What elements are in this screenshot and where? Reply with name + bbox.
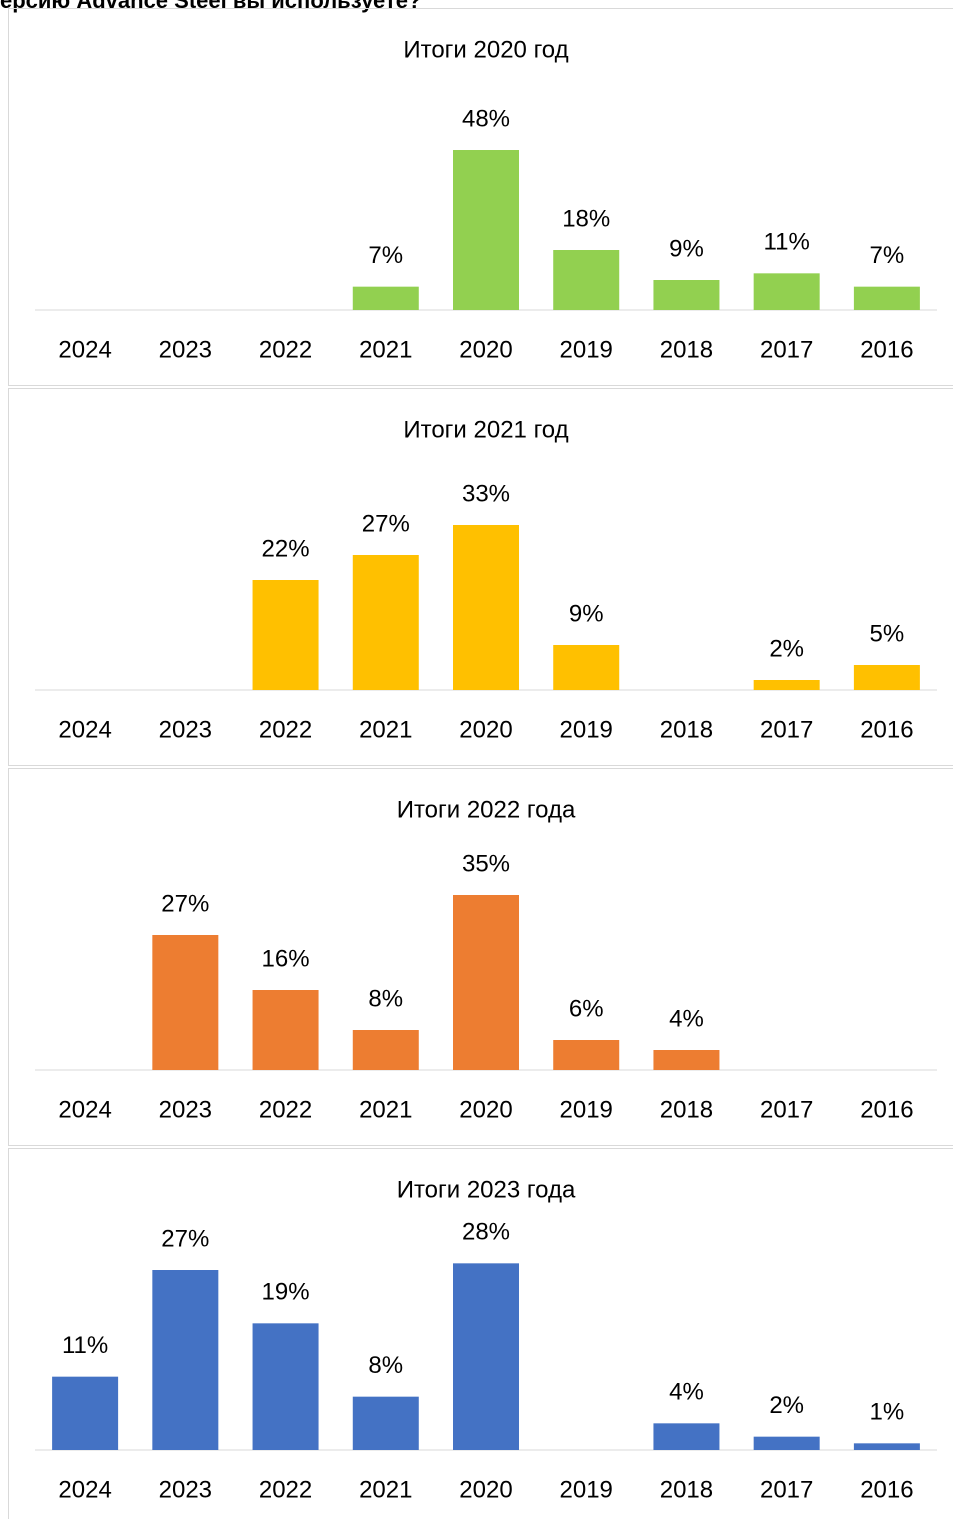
bar (753, 1436, 820, 1450)
x-tick-label: 2020 (459, 716, 512, 743)
x-tick-label: 2021 (359, 336, 412, 363)
bar (853, 665, 920, 690)
x-tick-label: 2024 (58, 1476, 111, 1503)
x-tick-label: 2024 (58, 716, 111, 743)
bar (453, 1263, 519, 1450)
bar (252, 580, 319, 690)
data-label: 1% (870, 1399, 905, 1426)
bar (653, 1050, 720, 1070)
data-label: 7% (368, 242, 403, 269)
data-label: 2% (769, 635, 804, 662)
bar (352, 1396, 419, 1450)
x-tick-label: 2019 (560, 336, 613, 363)
x-tick-label: 2017 (760, 716, 813, 743)
bar (453, 150, 519, 310)
x-tick-label: 2021 (359, 1096, 412, 1123)
data-label: 4% (669, 1005, 704, 1032)
data-label: 8% (368, 1352, 403, 1379)
x-tick-label: 2023 (159, 716, 212, 743)
data-label: 27% (161, 1225, 209, 1252)
data-label: 2% (769, 1392, 804, 1419)
data-label: 48% (462, 105, 510, 132)
x-tick-label: 2018 (660, 336, 713, 363)
x-tick-label: 2023 (159, 336, 212, 363)
chart-panel (8, 388, 953, 766)
bar (352, 555, 419, 690)
bar (252, 990, 319, 1070)
x-tick-label: 2024 (58, 1096, 111, 1123)
data-label: 35% (462, 850, 510, 877)
bar (52, 1376, 119, 1450)
data-label: 27% (161, 890, 209, 917)
x-tick-label: 2022 (259, 1096, 312, 1123)
data-label: 5% (870, 620, 905, 647)
chart-panel (8, 1148, 953, 1519)
data-label: 19% (262, 1279, 310, 1306)
bar (553, 250, 620, 310)
bar (352, 286, 419, 310)
chart-title: Итоги 2020 год (403, 36, 568, 63)
x-tick-label: 2021 (359, 716, 412, 743)
bar (453, 525, 519, 690)
x-tick-label: 2017 (760, 1476, 813, 1503)
bar (753, 680, 820, 690)
data-label: 11% (764, 229, 810, 256)
x-tick-label: 2016 (860, 716, 913, 743)
bar (853, 286, 920, 310)
x-tick-label: 2020 (459, 1096, 512, 1123)
chart-panel (8, 8, 953, 386)
data-label: 9% (569, 600, 604, 627)
x-tick-label: 2017 (760, 336, 813, 363)
chart-title: Итоги 2022 года (397, 796, 576, 823)
data-label: 27% (362, 510, 410, 537)
data-label: 33% (462, 480, 510, 507)
data-label: 18% (562, 205, 610, 232)
x-tick-label: 2016 (860, 1096, 913, 1123)
chart-title: Итоги 2023 года (397, 1176, 576, 1203)
bar (553, 645, 620, 690)
data-label: 6% (569, 995, 604, 1022)
bar (352, 1030, 419, 1070)
x-tick-label: 2019 (560, 716, 613, 743)
x-tick-label: 2016 (860, 1476, 913, 1503)
bar (653, 280, 720, 310)
data-label: 7% (870, 242, 905, 269)
x-tick-label: 2020 (459, 1476, 512, 1503)
chart-title: Итоги 2021 год (403, 416, 568, 443)
bar (553, 1040, 620, 1070)
data-label: 4% (669, 1379, 704, 1406)
x-tick-label: 2022 (259, 716, 312, 743)
x-tick-label: 2017 (760, 1096, 813, 1123)
chart-panel (8, 768, 953, 1146)
x-tick-label: 2019 (560, 1096, 613, 1123)
x-tick-label: 2022 (259, 336, 312, 363)
data-label: 8% (368, 985, 403, 1012)
x-tick-label: 2019 (560, 1476, 613, 1503)
heading: ерсию Advance Steel вы используете? (0, 0, 421, 13)
bar (152, 1270, 219, 1450)
data-label: 28% (462, 1219, 510, 1246)
bar (453, 895, 519, 1070)
x-tick-label: 2024 (58, 336, 111, 363)
x-tick-label: 2023 (159, 1096, 212, 1123)
x-tick-label: 2018 (660, 716, 713, 743)
x-tick-label: 2016 (860, 336, 913, 363)
data-label: 22% (262, 535, 310, 562)
x-tick-label: 2020 (459, 336, 512, 363)
bar (853, 1443, 920, 1450)
x-tick-label: 2023 (159, 1476, 212, 1503)
x-tick-label: 2018 (660, 1476, 713, 1503)
bar (252, 1323, 319, 1450)
data-label: 16% (262, 945, 310, 972)
x-tick-label: 2021 (359, 1476, 412, 1503)
x-tick-label: 2018 (660, 1096, 713, 1123)
bar (753, 273, 820, 310)
bar (653, 1423, 720, 1450)
x-tick-label: 2022 (259, 1476, 312, 1503)
bar (152, 935, 219, 1070)
data-label: 11% (62, 1332, 108, 1359)
data-label: 9% (669, 235, 704, 262)
